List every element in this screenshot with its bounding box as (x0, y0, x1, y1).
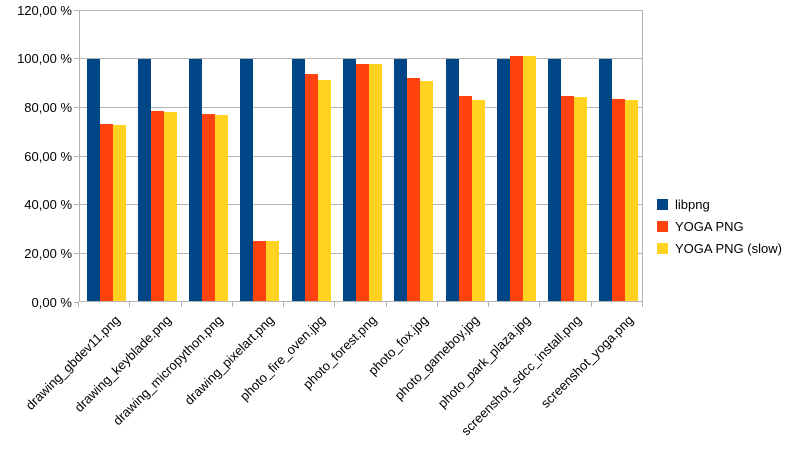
bar-yoga-png-slow-0 (112, 124, 126, 301)
bar-yoga-png-slow-6 (420, 80, 434, 301)
bar-yoga-png-10 (612, 98, 626, 301)
bar-yoga-png-slow-8 (522, 56, 536, 301)
bar-libpng-3 (240, 58, 254, 301)
bar-yoga-png-6 (407, 77, 421, 301)
y-axis-label: 120,00 % (17, 2, 72, 18)
bar-yoga-png-slow-7 (471, 99, 485, 301)
y-axis-label: 100,00 % (17, 51, 72, 67)
bar-yoga-png-slow-4 (317, 79, 331, 301)
legend-swatch-icon (657, 243, 668, 254)
x-tick (231, 302, 233, 307)
bar-libpng-7 (445, 58, 459, 301)
bar-libpng-9 (548, 58, 562, 301)
x-axis-label: drawing_gbdev11.png (22, 312, 124, 413)
legend-item: libpng (657, 197, 782, 212)
y-axis-label: 40,00 % (24, 197, 72, 213)
bar-libpng-0 (86, 58, 100, 301)
y-tick (73, 58, 79, 60)
bar-yoga-png-slow-9 (574, 96, 588, 301)
bar-yoga-png-slow-5 (369, 64, 382, 301)
y-tick (73, 106, 79, 108)
x-axis-label: drawing_pixelart.png (181, 312, 277, 408)
y-tick (73, 301, 79, 303)
bar-libpng-1 (137, 58, 151, 301)
bar-yoga-png-slow-3 (266, 241, 280, 301)
bar-yoga-png-0 (99, 124, 113, 301)
legend-item: YOGA PNG (657, 219, 782, 234)
y-axis-label: 0,00 % (31, 294, 72, 310)
x-tick (334, 302, 336, 307)
bar-libpng-10 (599, 58, 613, 301)
legend-item: YOGA PNG (slow) (657, 241, 782, 256)
legend-label: YOGA PNG (slow) (675, 241, 782, 256)
y-tick (73, 9, 79, 11)
bar-yoga-png-slow-10 (625, 100, 639, 301)
bar-yoga-png-4 (304, 74, 318, 301)
x-tick (436, 302, 438, 307)
x-axis-label: photo_park_plaza.jpg (434, 312, 534, 411)
y-tick (73, 155, 79, 157)
bar-yoga-png-3 (253, 240, 267, 301)
x-tick (283, 302, 285, 307)
bar-yoga-png-slow-2 (215, 114, 229, 301)
x-tick (385, 302, 387, 307)
y-axis-label: 60,00 % (24, 148, 72, 164)
x-axis-label: drawing_keyblade.png (71, 312, 175, 415)
y-axis-label: 80,00 % (24, 99, 72, 115)
y-axis-label: 20,00 % (24, 245, 72, 261)
legend-swatch-icon (657, 221, 668, 232)
bar-yoga-png-1 (150, 111, 164, 301)
bar-libpng-5 (343, 58, 356, 301)
y-tick (73, 204, 79, 206)
x-axis-label: screenshot_yoga.png (537, 312, 636, 411)
legend-label: YOGA PNG (675, 219, 744, 234)
bar-libpng-6 (394, 58, 408, 301)
bar-yoga-png-8 (509, 55, 523, 301)
bar-libpng-2 (189, 58, 203, 301)
bar-yoga-png-slow-1 (163, 112, 177, 301)
bar-libpng-4 (291, 58, 305, 301)
legend-swatch-icon (657, 199, 668, 210)
bar-libpng-8 (496, 58, 510, 301)
x-tick (590, 302, 592, 307)
x-tick (129, 302, 131, 307)
legend: libpng YOGA PNG YOGA PNG (slow) (657, 197, 782, 263)
x-tick (539, 302, 541, 307)
gridline-100 (78, 58, 643, 60)
x-tick (78, 302, 79, 307)
bar-yoga-png-9 (561, 95, 575, 301)
x-tick (180, 302, 182, 307)
x-tick (642, 302, 643, 307)
bar-yoga-png-7 (458, 96, 472, 301)
bar-yoga-png-2 (202, 114, 216, 301)
bar-yoga-png-5 (356, 63, 369, 301)
legend-label: libpng (675, 197, 710, 212)
x-tick (488, 302, 490, 307)
y-tick (73, 252, 79, 254)
